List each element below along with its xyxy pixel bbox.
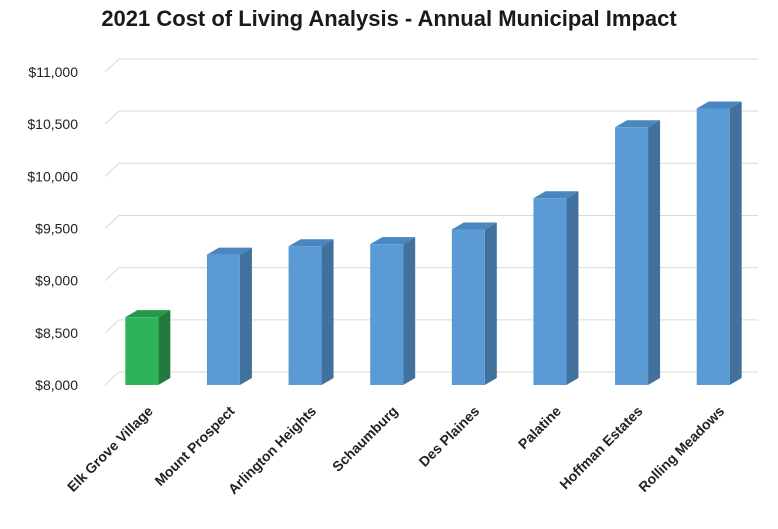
bar-mount-prospect bbox=[207, 248, 252, 385]
bar-hoffman-estates bbox=[615, 120, 660, 385]
bar-side bbox=[158, 310, 170, 385]
bar-front bbox=[125, 317, 158, 385]
y-tick-label: $9,500 bbox=[35, 221, 78, 237]
bar-front bbox=[207, 255, 240, 385]
y-tick-label: $10,000 bbox=[27, 168, 78, 184]
bar-front bbox=[615, 127, 648, 385]
bar-schaumburg bbox=[370, 237, 415, 385]
bar-front bbox=[533, 198, 566, 385]
bar-elk-grove-village bbox=[125, 310, 170, 385]
y-tick-label: $11,000 bbox=[28, 64, 78, 80]
category-label: Rolling Meadows bbox=[635, 403, 727, 495]
bar-palatine bbox=[533, 191, 578, 385]
bar-side bbox=[730, 102, 742, 385]
bar-des-plaines bbox=[452, 223, 497, 385]
bar-side bbox=[648, 120, 660, 385]
bar-side bbox=[240, 248, 252, 385]
category-label: Elk Grove Village bbox=[64, 403, 156, 495]
bar-arlington-heights bbox=[289, 239, 334, 385]
bar-front bbox=[370, 244, 403, 385]
category-label: Schaumburg bbox=[329, 403, 401, 475]
bar-side bbox=[485, 223, 497, 385]
y-tick-label: $9,000 bbox=[35, 273, 78, 289]
category-label: Arlington Heights bbox=[225, 403, 320, 498]
bar-side bbox=[403, 237, 415, 385]
y-tick-label: $8,000 bbox=[35, 377, 78, 393]
bar-front bbox=[289, 246, 322, 385]
bar-front bbox=[452, 230, 485, 385]
category-label: Hoffman Estates bbox=[556, 403, 646, 493]
bar-front bbox=[697, 109, 730, 385]
bar-rolling-meadows bbox=[697, 102, 742, 385]
gridline bbox=[105, 59, 758, 72]
category-label: Mount Prospect bbox=[151, 403, 237, 489]
category-label: Des Plaines bbox=[416, 403, 483, 470]
bar-side bbox=[566, 191, 578, 385]
y-tick-label: $8,500 bbox=[35, 325, 78, 341]
bar-side bbox=[322, 239, 334, 385]
category-label: Palatine bbox=[515, 403, 564, 452]
y-tick-label: $10,500 bbox=[27, 116, 78, 132]
